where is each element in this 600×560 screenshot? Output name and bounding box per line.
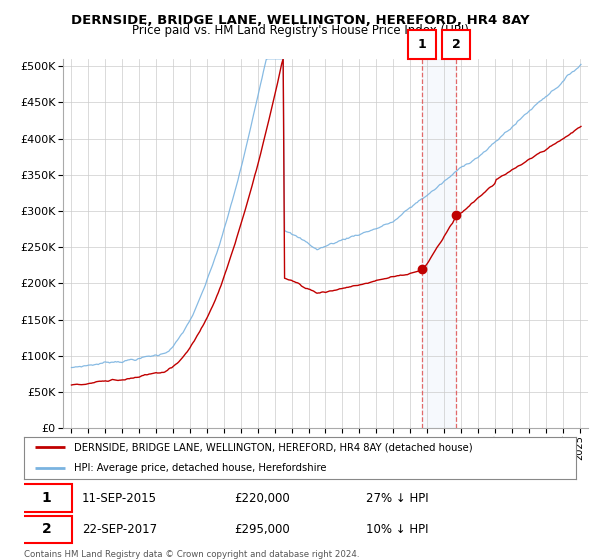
Text: 11-SEP-2015: 11-SEP-2015 bbox=[82, 492, 157, 505]
Text: 22-SEP-2017: 22-SEP-2017 bbox=[82, 522, 157, 536]
Text: DERNSIDE, BRIDGE LANE, WELLINGTON, HEREFORD, HR4 8AY (detached house): DERNSIDE, BRIDGE LANE, WELLINGTON, HEREF… bbox=[74, 442, 472, 452]
Text: HPI: Average price, detached house, Herefordshire: HPI: Average price, detached house, Here… bbox=[74, 463, 326, 473]
FancyBboxPatch shape bbox=[21, 516, 72, 543]
FancyBboxPatch shape bbox=[21, 484, 72, 511]
Text: DERNSIDE, BRIDGE LANE, WELLINGTON, HEREFORD, HR4 8AY: DERNSIDE, BRIDGE LANE, WELLINGTON, HEREF… bbox=[71, 14, 529, 27]
Text: 1: 1 bbox=[418, 38, 426, 51]
Text: £295,000: £295,000 bbox=[234, 522, 290, 536]
Text: £220,000: £220,000 bbox=[234, 492, 290, 505]
Text: 10% ↓ HPI: 10% ↓ HPI bbox=[366, 522, 429, 536]
Bar bbox=[422, 59, 456, 428]
Text: 1: 1 bbox=[42, 491, 52, 505]
Text: 2: 2 bbox=[42, 522, 52, 536]
Text: 27% ↓ HPI: 27% ↓ HPI bbox=[366, 492, 429, 505]
Text: Price paid vs. HM Land Registry's House Price Index (HPI): Price paid vs. HM Land Registry's House … bbox=[131, 24, 469, 37]
Text: 2: 2 bbox=[452, 38, 461, 51]
Text: Contains HM Land Registry data © Crown copyright and database right 2024.
This d: Contains HM Land Registry data © Crown c… bbox=[24, 550, 359, 560]
